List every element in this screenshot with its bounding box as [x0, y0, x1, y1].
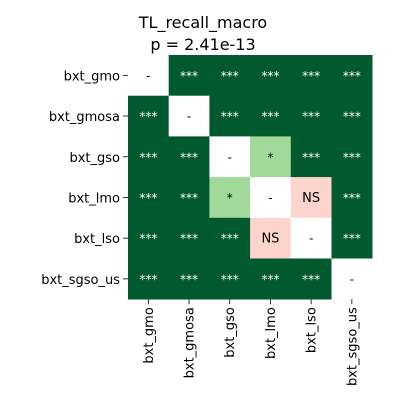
heatmap-cell	[209, 258, 251, 300]
cell-annotation: ***	[139, 191, 157, 205]
heatmap-cell	[331, 177, 373, 219]
heatmap-cell	[128, 95, 169, 137]
cell-annotation: *	[227, 191, 233, 205]
heatmap-cell	[290, 177, 332, 219]
heatmap-cell	[331, 217, 373, 259]
x-tick-label: bxt_gmosa	[183, 307, 198, 378]
heatmap-cell	[168, 55, 210, 96]
heatmap-cell	[331, 55, 373, 96]
cell-annotation: ***	[139, 110, 157, 124]
cell-annotation: NS	[261, 232, 279, 247]
heatmap-cell	[290, 55, 332, 96]
cell-annotation: ***	[261, 110, 279, 124]
cell-annotation: ***	[221, 272, 239, 286]
cell-annotation: -	[228, 150, 232, 164]
heatmap-cell	[209, 95, 251, 137]
heatmap-cell	[290, 136, 332, 178]
cell-annotation: ***	[221, 232, 239, 246]
heatmap-cell	[128, 258, 169, 300]
cell-annotation: ***	[343, 150, 361, 164]
x-tick-label: bxt_lso	[305, 307, 320, 353]
cell-annotation: ***	[302, 150, 320, 164]
cell-annotation: -	[187, 110, 191, 124]
x-tick-label: bxt_gmo	[142, 307, 157, 363]
heatmap-cell	[209, 217, 251, 259]
cell-annotation: ***	[180, 272, 198, 286]
heatmap-cells: - *** *** *** *** *** *** - *** *** *** *** *** *** - *…	[128, 55, 373, 300]
cell-annotation: ***	[139, 232, 157, 246]
heatmap-cell	[128, 55, 169, 96]
heatmap-cell	[168, 95, 210, 137]
cell-annotation: ***	[139, 150, 157, 164]
cell-annotation: ***	[180, 69, 198, 83]
cell-annotation: ***	[180, 191, 198, 205]
axis-labels: bxt_gmobxt_gmosabxt_gsobxt_lmobxt_lsobxt…	[41, 69, 360, 386]
heatmap-cell	[250, 258, 292, 300]
y-tick-label: bxt_sgso_us	[41, 273, 120, 288]
heatmap-cell	[290, 258, 332, 300]
cell-annotation: ***	[343, 110, 361, 124]
y-tick-label: bxt_lmo	[68, 191, 120, 206]
y-tick-label: bxt_gso	[69, 151, 120, 166]
y-tick-label: bxt_gmosa	[49, 110, 120, 125]
x-tick-label: bxt_sgso_us	[345, 307, 360, 386]
cell-annotation: -	[350, 272, 354, 286]
heatmap-cell	[209, 136, 251, 178]
heatmap-cell	[168, 258, 210, 300]
cell-annotation: ***	[261, 69, 279, 83]
cell-annotation: ***	[180, 232, 198, 246]
chart-title-line-1: TL_recall_macro	[138, 13, 268, 32]
cell-annotation: ***	[221, 69, 239, 83]
cell-annotation: -	[268, 191, 272, 205]
heatmap-cell	[331, 258, 373, 300]
heatmap-cell	[128, 136, 169, 178]
heatmap-cell	[250, 136, 292, 178]
cell-annotation: ***	[139, 272, 157, 286]
cell-annotation: ***	[302, 110, 320, 124]
cell-annotation: ***	[180, 150, 198, 164]
y-tick-label: bxt_lso	[74, 232, 120, 247]
heatmap-cell	[250, 95, 292, 137]
heatmap-cell	[290, 217, 332, 259]
y-tick-label: bxt_gmo	[64, 69, 120, 84]
cell-annotation: ***	[302, 272, 320, 286]
heatmap-cell	[250, 177, 292, 219]
heatmap-cell	[209, 177, 251, 219]
heatmap-cell	[250, 55, 292, 96]
heatmap-cell	[209, 55, 251, 96]
heatmap-cell	[128, 217, 169, 259]
cell-annotation: -	[309, 232, 313, 246]
cell-annotation: *	[267, 150, 273, 164]
cell-annotation: ***	[343, 69, 361, 83]
cell-annotation: NS	[302, 191, 320, 206]
x-tick-label: bxt_gso	[223, 307, 238, 358]
cell-annotation: ***	[343, 232, 361, 246]
cell-annotation: ***	[221, 110, 239, 124]
cell-annotation: ***	[302, 69, 320, 83]
heatmap-cell	[250, 217, 292, 259]
heatmap-cell	[168, 177, 210, 219]
chart-title-line-2: p = 2.41e-13	[150, 35, 256, 54]
heatmap-cell	[168, 217, 210, 259]
heatmap-cell	[331, 95, 373, 137]
heatmap-cell	[331, 136, 373, 178]
heatmap-cell	[168, 136, 210, 178]
cell-annotation: ***	[343, 191, 361, 205]
heatmap-cell	[290, 95, 332, 137]
cell-annotation: -	[146, 69, 150, 83]
heatmap-cell	[128, 177, 169, 219]
cell-annotation: ***	[261, 272, 279, 286]
x-tick-label: bxt_lmo	[264, 307, 279, 359]
